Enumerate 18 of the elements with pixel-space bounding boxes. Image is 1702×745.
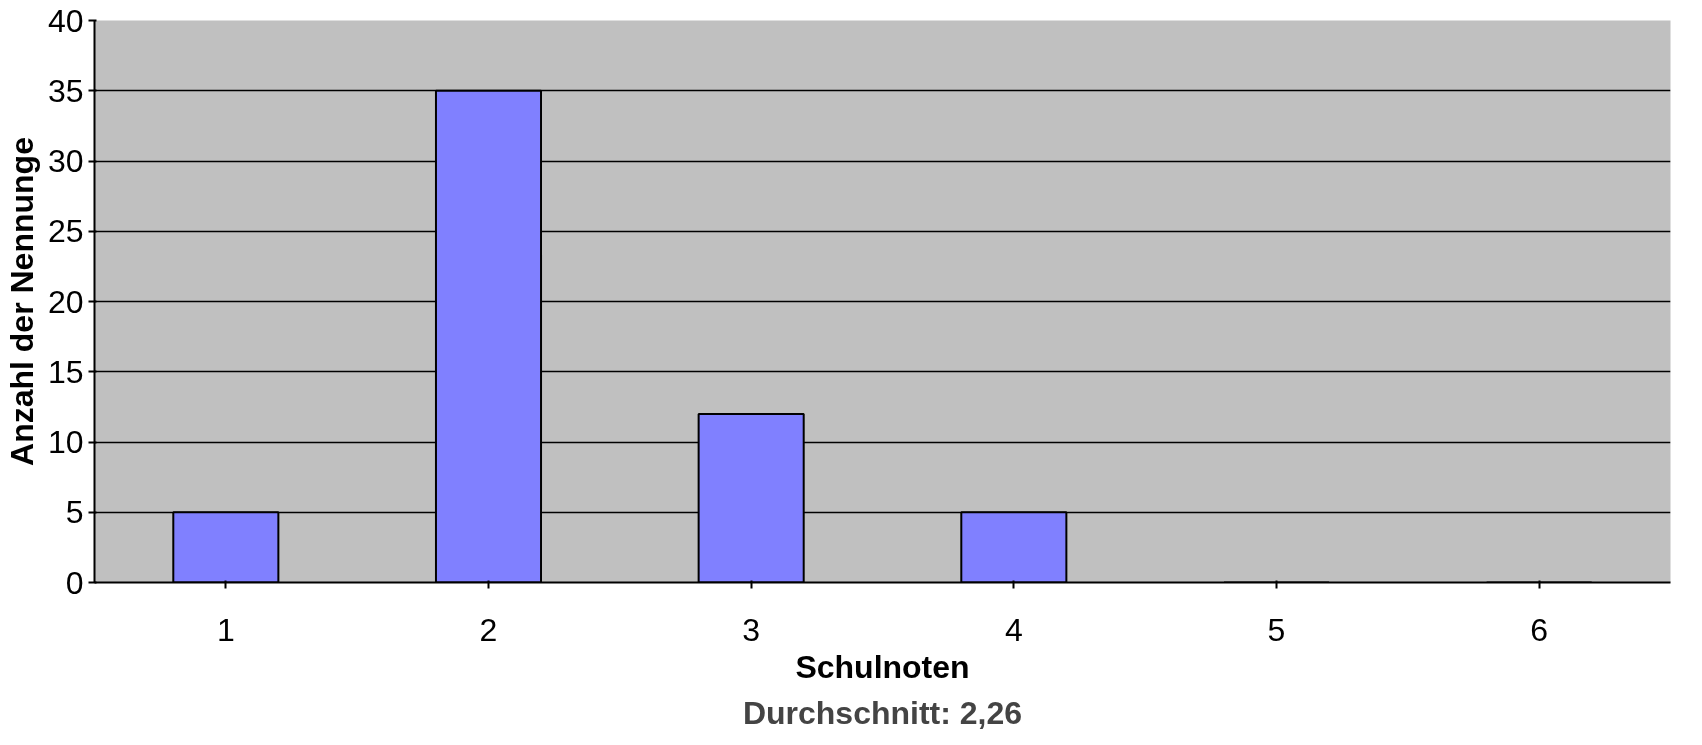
y-tick-label: 35 xyxy=(47,72,84,109)
x-tick-label: 2 xyxy=(479,611,498,648)
x-tick-label: 1 xyxy=(216,611,235,648)
x-axis-title: Schulnoten xyxy=(795,648,970,685)
y-tick-label: 15 xyxy=(47,353,84,390)
y-tick-label: 20 xyxy=(47,283,84,320)
y-tick-label: 0 xyxy=(65,564,84,601)
y-tick-label: 10 xyxy=(47,424,84,460)
y-tick-label: 25 xyxy=(47,213,84,250)
text: Durchschnitt: 2,26 xyxy=(742,694,1023,731)
y-tick-label: 40 xyxy=(47,2,84,39)
y-axis-title: Anzahl der Nennunge xyxy=(3,137,40,466)
y-tick-label: 5 xyxy=(65,494,84,531)
x-tick-label: 4 xyxy=(1004,611,1023,648)
x-tick-label: 5 xyxy=(1267,611,1286,648)
x-tick-label: 3 xyxy=(742,611,761,648)
x-tick-label: 6 xyxy=(1530,611,1549,648)
y-tick-label: 30 xyxy=(47,143,84,179)
